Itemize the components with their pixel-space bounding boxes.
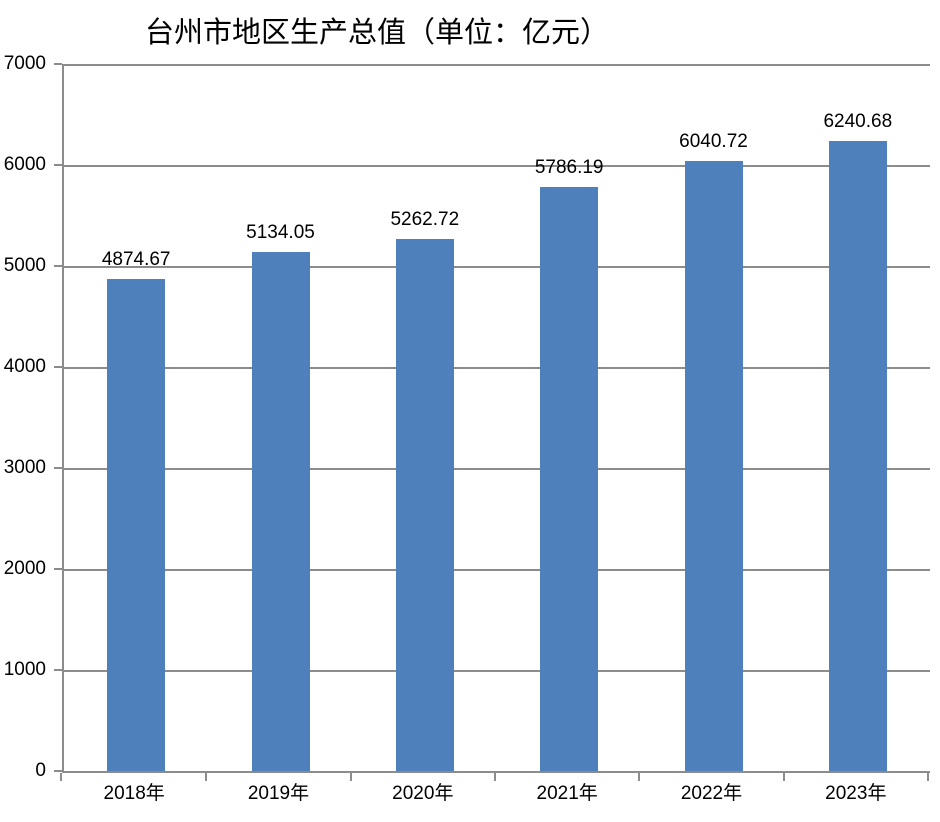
y-tick-label: 0 — [35, 760, 46, 781]
bar-value-label: 5134.05 — [246, 222, 315, 244]
y-tick-label: 6000 — [3, 154, 46, 175]
gridline — [64, 468, 930, 470]
x-tick-label: 2021年 — [536, 783, 598, 804]
bar — [251, 252, 310, 771]
bar-value-label: 5786.19 — [534, 156, 604, 178]
x-tick-label: 2018年 — [103, 783, 165, 804]
bar-value-label: 5262.72 — [390, 209, 460, 231]
x-tick-mark — [205, 773, 208, 781]
bar — [107, 278, 166, 771]
bar-value-label: 4874.67 — [101, 248, 171, 270]
y-tick-label: 5000 — [3, 255, 46, 276]
y-tick-label: 2000 — [3, 558, 46, 579]
bar-value-label: 6040.72 — [679, 130, 748, 152]
x-tick-label: 2020年 — [392, 783, 454, 804]
y-tick-mark — [54, 164, 62, 166]
x-tick-label: 2022年 — [680, 783, 743, 804]
x-tick-mark — [638, 773, 641, 781]
x-tick-mark — [927, 773, 929, 781]
y-tick-label: 7000 — [3, 53, 46, 74]
bar — [540, 186, 599, 771]
gridline — [64, 165, 930, 167]
bar — [828, 140, 887, 771]
y-tick-mark — [54, 467, 62, 469]
gridline — [64, 569, 930, 571]
gridline — [64, 266, 930, 268]
bar-value-label: 6240.68 — [823, 110, 893, 132]
y-tick-mark — [54, 770, 62, 772]
plot-area: 4874.67 5134.05 5262.72 5786.19 6040.72 6240.… — [62, 64, 930, 773]
x-tick-mark — [494, 773, 496, 781]
y-tick-mark — [54, 63, 62, 65]
bar — [395, 239, 454, 771]
gridline — [64, 367, 930, 369]
y-tick-label: 3000 — [3, 457, 46, 478]
y-tick-mark — [54, 265, 62, 267]
x-tick-mark — [349, 773, 352, 781]
gridline — [64, 64, 930, 66]
y-tick-mark — [54, 366, 62, 368]
x-tick-mark — [60, 773, 62, 781]
y-tick-label: 1000 — [3, 659, 46, 680]
x-tick-mark — [782, 773, 785, 781]
x-tick-label: 2023年 — [825, 783, 887, 804]
y-tick-mark — [54, 669, 62, 671]
chart-title: 台州市地区生产总值（单位：亿元） — [145, 15, 610, 49]
x-tick-label: 2019年 — [247, 783, 310, 804]
y-tick-mark — [54, 568, 62, 570]
gridline — [64, 670, 930, 672]
bar — [684, 160, 743, 771]
y-tick-label: 4000 — [3, 356, 46, 377]
